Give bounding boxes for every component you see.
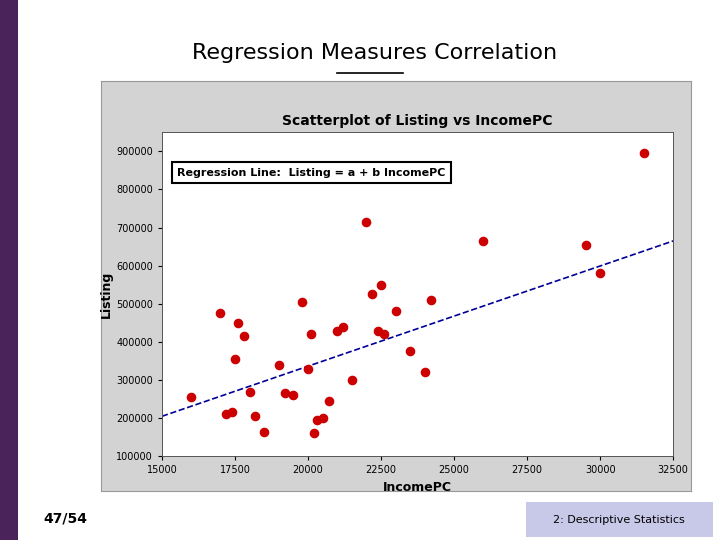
Point bbox=[477, 237, 489, 245]
Point bbox=[323, 397, 334, 406]
Point bbox=[305, 330, 317, 339]
Point bbox=[372, 326, 384, 335]
Y-axis label: Listing: Listing bbox=[100, 271, 113, 318]
Point bbox=[366, 290, 378, 299]
Point bbox=[220, 410, 232, 418]
Point bbox=[331, 326, 343, 335]
Point bbox=[215, 309, 226, 318]
Text: Regression Line:  Listing = a + b IncomePC: Regression Line: Listing = a + b IncomeP… bbox=[177, 168, 446, 178]
Text: Regression Measures Correlation: Regression Measures Correlation bbox=[192, 43, 557, 63]
Point bbox=[238, 332, 250, 341]
Point bbox=[580, 240, 591, 249]
Point bbox=[288, 391, 300, 400]
Point bbox=[378, 330, 390, 339]
Point bbox=[258, 427, 270, 436]
Text: 47/54: 47/54 bbox=[43, 511, 87, 525]
Point bbox=[338, 322, 349, 331]
Point bbox=[638, 149, 649, 158]
Point bbox=[244, 387, 256, 396]
Point bbox=[250, 412, 261, 421]
Text: 2: Descriptive Statistics: 2: Descriptive Statistics bbox=[554, 515, 685, 525]
Point bbox=[279, 389, 290, 398]
Point bbox=[317, 414, 328, 422]
Point bbox=[595, 269, 606, 278]
Point bbox=[311, 416, 323, 424]
Point bbox=[346, 376, 358, 384]
Point bbox=[405, 347, 416, 356]
Point bbox=[226, 408, 238, 417]
Title: Scatterplot of Listing vs IncomePC: Scatterplot of Listing vs IncomePC bbox=[282, 114, 553, 129]
Point bbox=[375, 280, 387, 289]
X-axis label: IncomePC: IncomePC bbox=[383, 481, 452, 494]
Point bbox=[425, 296, 436, 305]
Point bbox=[419, 368, 431, 377]
Point bbox=[302, 364, 314, 373]
Point bbox=[186, 393, 197, 402]
Point bbox=[297, 298, 308, 306]
Point bbox=[308, 429, 320, 438]
Point bbox=[390, 307, 402, 316]
Point bbox=[361, 218, 372, 226]
Point bbox=[232, 319, 243, 327]
Point bbox=[273, 361, 284, 369]
Point bbox=[229, 355, 240, 363]
